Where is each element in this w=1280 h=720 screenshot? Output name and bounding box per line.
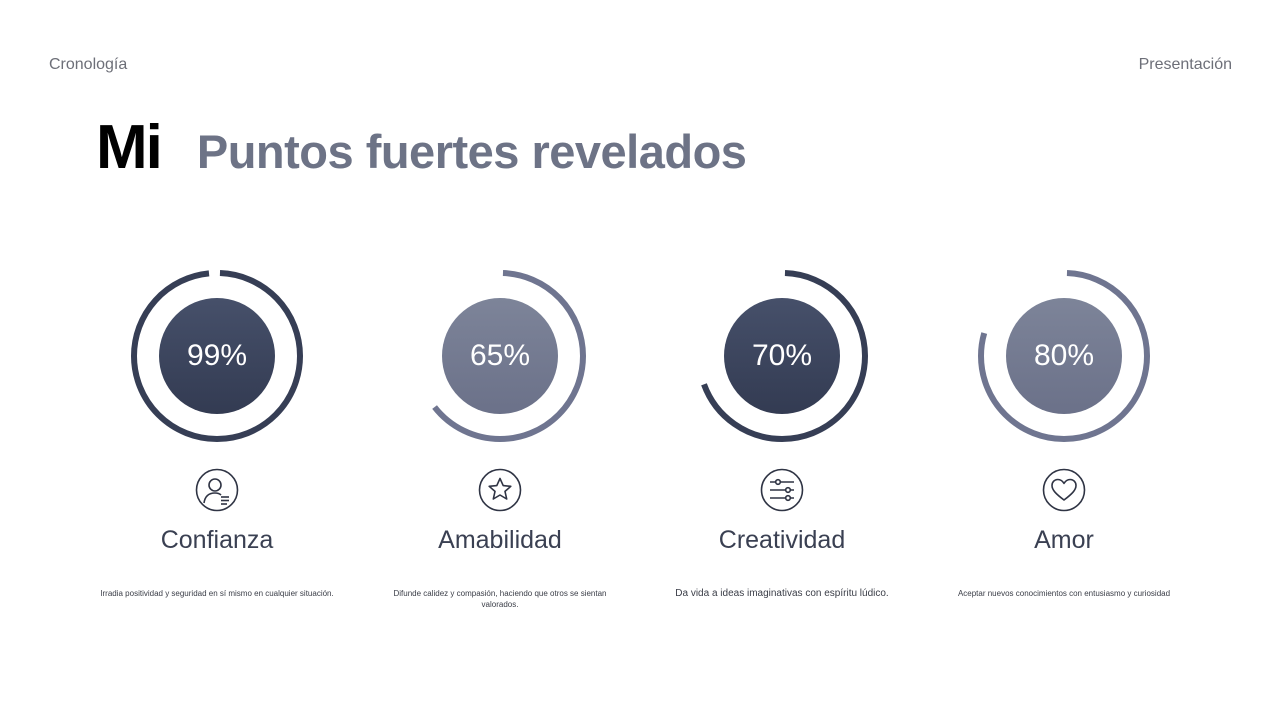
heart-icon — [1042, 468, 1086, 512]
page-title: Mi Puntos fuertes revelados — [96, 112, 747, 183]
card-description: Aceptar nuevos conocimientos con entusia… — [957, 589, 1171, 598]
card-description: Difunde calidez y compasión, haciendo qu… — [393, 589, 607, 609]
nav-presentacion-link[interactable]: Presentación — [1138, 56, 1232, 73]
progress-ring: 99% — [129, 268, 305, 444]
percent-value: 65% — [442, 298, 558, 414]
progress-ring-arc — [696, 270, 868, 442]
card-description: Irradia positividad y seguridad en sí mi… — [100, 589, 334, 598]
title-main: Puntos fuertes revelados — [196, 125, 747, 178]
progress-ring: 65% — [412, 268, 588, 444]
card-description: Da vida a ideas imaginativas con espírit… — [675, 588, 889, 599]
title-prefix: Mi — [96, 113, 163, 182]
strength-card-confianza: 99% Confianza Irradia positividad y segu… — [87, 268, 347, 599]
progress-ring-arc — [414, 270, 586, 442]
strength-card-creatividad: 70% Creatividad Da vida a ideas imaginat… — [652, 268, 912, 599]
progress-ring-arc — [131, 270, 303, 442]
nav-cronologia-link[interactable]: Cronología — [49, 56, 128, 73]
progress-ring: 80% — [976, 268, 1152, 444]
card-title: Amabilidad — [438, 526, 562, 554]
strength-card-amor: 80% Amor Aceptar nuevos conocimientos co… — [934, 268, 1194, 599]
user-icon — [195, 468, 239, 512]
percent-value: 80% — [1006, 298, 1122, 414]
card-title: Confianza — [160, 526, 274, 554]
card-title: Creatividad — [718, 526, 846, 554]
strength-card-amabilidad: 65% Amabilidad Difunde calidez y compasi… — [370, 268, 630, 610]
progress-ring-arc — [978, 270, 1150, 442]
card-title: Amor — [1034, 526, 1094, 554]
progress-ring: 70% — [694, 268, 870, 444]
percent-value: 99% — [159, 298, 275, 414]
sliders-icon — [760, 468, 804, 512]
percent-value: 70% — [724, 298, 840, 414]
star-icon — [478, 468, 522, 512]
